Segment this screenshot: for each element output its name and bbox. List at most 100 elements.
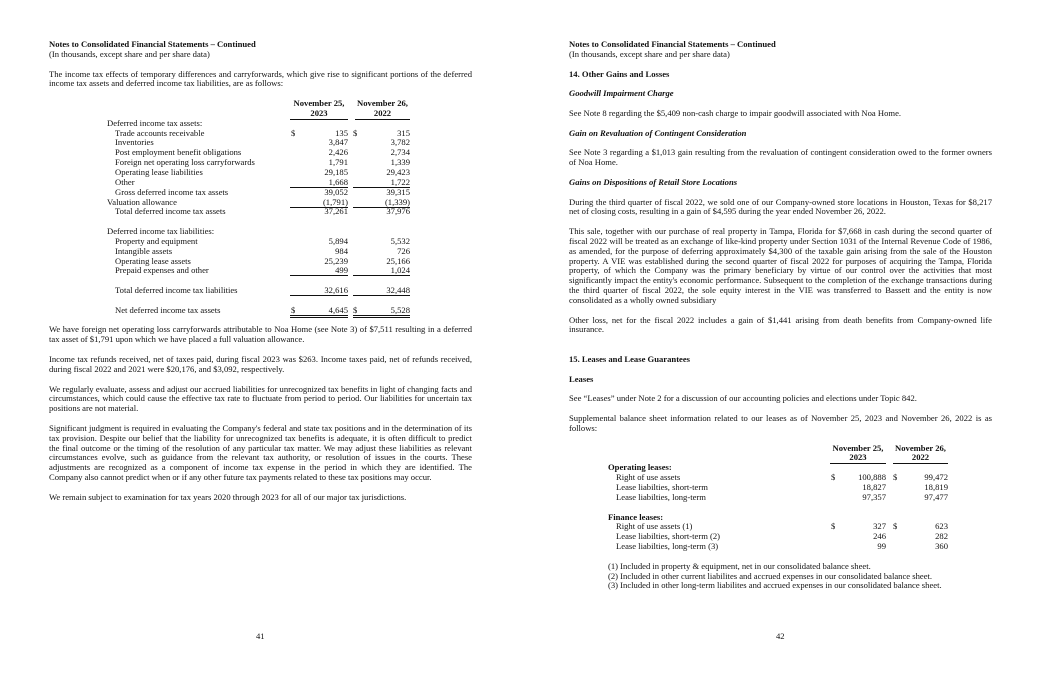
column-header-line: 2022 <box>373 107 392 118</box>
table-row: Lease liabilties, short-term 18,827 18,819 <box>569 481 992 493</box>
value-2023: 327 <box>873 521 886 532</box>
column-header-line: November 25, <box>832 442 884 453</box>
page-subtitle: (In thousands, except share and per shar… <box>49 48 210 59</box>
value-2022: 97,477 <box>924 491 948 502</box>
value-2023: 39,052 <box>324 186 348 197</box>
intro-paragraph: The income tax effects of temporary diff… <box>49 68 472 89</box>
column-header-line: 2023 <box>310 107 328 118</box>
table-row: Foreign net operating loss carryforwards… <box>49 157 472 168</box>
value-2023: 25,239 <box>324 255 348 266</box>
value-2023: 18,827 <box>862 481 886 492</box>
subheading-revaluation: Gain on Revaluation of Contingent Consid… <box>569 127 747 138</box>
row-label: Total deferred income tax assets <box>115 206 226 217</box>
table-row: Total deferred income tax assets 37,261 37… <box>49 206 472 217</box>
column-header-line: 2022 <box>911 452 930 463</box>
value-2022: 5,532 <box>390 235 410 246</box>
value-2022: 39,315 <box>386 186 410 197</box>
value-2022: 37,976 <box>386 206 410 217</box>
column-header-1: November 25, 2023 <box>290 98 348 120</box>
table-row: Property and equipment 5,894 5,532 <box>49 235 472 247</box>
table-row: Prepaid expenses and other 499 1,024 <box>49 265 472 277</box>
currency-symbol: $ <box>831 472 836 483</box>
value-2022: 360 <box>935 541 948 552</box>
value-2023: 99 <box>877 541 886 552</box>
table-row: Operating lease liabilities 29,185 29,423 <box>49 166 472 178</box>
row-label: Inventories <box>115 137 154 148</box>
footnote: (1) Included in property & equipment, ne… <box>608 560 871 571</box>
row-label: Other <box>115 176 135 187</box>
column-header-line: November 25, <box>293 98 345 109</box>
table-row: Post employment benefit obligations 2,426… <box>49 147 472 158</box>
row-label: Post employment benefit obligations <box>115 147 242 158</box>
row-label: Lease liabilties, long-term <box>616 491 706 502</box>
paragraph: We regularly evaluate, assess and adjust… <box>49 383 472 414</box>
paragraph: Other loss, net for the fiscal 2022 incl… <box>569 314 992 335</box>
value-2023: 135 <box>335 127 348 138</box>
page-title: Notes to Consolidated Financial Statemen… <box>569 39 776 49</box>
row-label: Lease liabilties, long-term (3) <box>616 541 719 552</box>
table-row: Lease liabilties, long-term (3) 99 360 <box>569 541 992 552</box>
row-label: Right of use assets <box>616 472 681 483</box>
value-2022: 18,819 <box>924 481 948 492</box>
currency-symbol: $ <box>893 521 898 532</box>
currency-symbol: $ <box>291 304 296 315</box>
table-row: Inventories 3,847 3,782 <box>49 138 472 148</box>
paragraph: Income tax refunds received, net of taxe… <box>49 354 472 374</box>
table-row: Deferred income tax liabilities: <box>49 226 472 237</box>
value-2023: 100,888 <box>858 472 886 483</box>
value-2023: 1,791 <box>328 157 348 168</box>
value-2022: 282 <box>935 531 948 542</box>
footnote: (3) Included in other long-term liabilit… <box>608 580 942 591</box>
row-label: Operating lease assets <box>115 255 191 266</box>
row-label: Intangible assets <box>115 245 173 256</box>
column-header-2: November 26, 2022 <box>893 442 948 465</box>
column-header-line: 2023 <box>849 452 867 463</box>
value-2023: 97,357 <box>862 491 886 502</box>
paragraph: See “Leases” under Note 2 for a discussi… <box>569 393 917 404</box>
subheading-leases: Leases <box>569 373 594 384</box>
currency-symbol: $ <box>291 127 296 138</box>
row-label: Right of use assets (1) <box>616 521 693 532</box>
column-header-2: November 26, 2022 <box>355 98 410 120</box>
value-2023: (1,791) <box>290 197 348 208</box>
value-2022: (1,339) <box>353 197 410 208</box>
column-header-line: November 26, <box>895 442 946 453</box>
value-2022: 1,024 <box>353 265 410 277</box>
value-2022: 5,528 <box>353 305 410 318</box>
row-label: Prepaid expenses and other <box>115 265 209 276</box>
table-row: Lease liabilties, short-term (2) 246 282 <box>569 531 992 542</box>
table-row: Trade accounts receivable $ $135 315 <box>49 127 472 139</box>
section-heading-14: 14. Other Gains and Losses <box>569 68 670 79</box>
row-label: Operating lease liabilities <box>115 166 203 177</box>
paragraph: This sale, together with our purchase of… <box>569 226 992 305</box>
currency-symbol: $ <box>893 472 898 483</box>
page-number: 42 <box>776 631 785 641</box>
value-2022: 623 <box>935 521 948 532</box>
section-heading-15: 15. Leases and Lease Guarantees <box>569 354 691 364</box>
subheading-goodwill: Goodwill Impairment Charge <box>569 88 674 99</box>
row-label: Lease liabilties, short-term <box>616 481 708 492</box>
value-2022: 2,734 <box>390 147 410 158</box>
table-row: Other 1,668 1,722 <box>49 176 472 188</box>
deferred-tax-table: November 25, 2023 November 26, 2022 Deferred… <box>49 98 472 318</box>
paragraph: Supplemental balance sheet information r… <box>569 413 992 433</box>
table-row: Gross deferred income tax assets 39,052 39… <box>49 186 472 198</box>
value-2023: 499 <box>290 265 348 277</box>
paragraph: We remain subject to examination for tax… <box>49 491 407 502</box>
page-42: Notes to Consolidated Financial Statemen… <box>569 39 992 591</box>
value-2023: 1,668 <box>290 177 348 188</box>
table-row: Operating leases: <box>569 462 992 473</box>
paragraph: During the third quarter of fiscal 2022,… <box>569 196 992 217</box>
row-label: Net deferred income tax assets <box>115 304 221 315</box>
table-row: Finance leases: <box>569 512 992 523</box>
value-2023: 2,426 <box>328 147 348 158</box>
value-2022: 726 <box>397 245 410 256</box>
row-label: Foreign net operating loss carryforwards <box>115 157 255 168</box>
table-row: Deferred income tax assets: <box>49 118 472 129</box>
value-2023: 984 <box>335 245 348 256</box>
page-subtitle: (In thousands, except share and per shar… <box>569 48 730 59</box>
value-2022: 3,782 <box>390 137 410 148</box>
value-2023: 37,261 <box>324 206 348 217</box>
page-41: Notes to Consolidated Financial Statemen… <box>49 39 472 503</box>
value-2023: 3,847 <box>328 137 348 148</box>
